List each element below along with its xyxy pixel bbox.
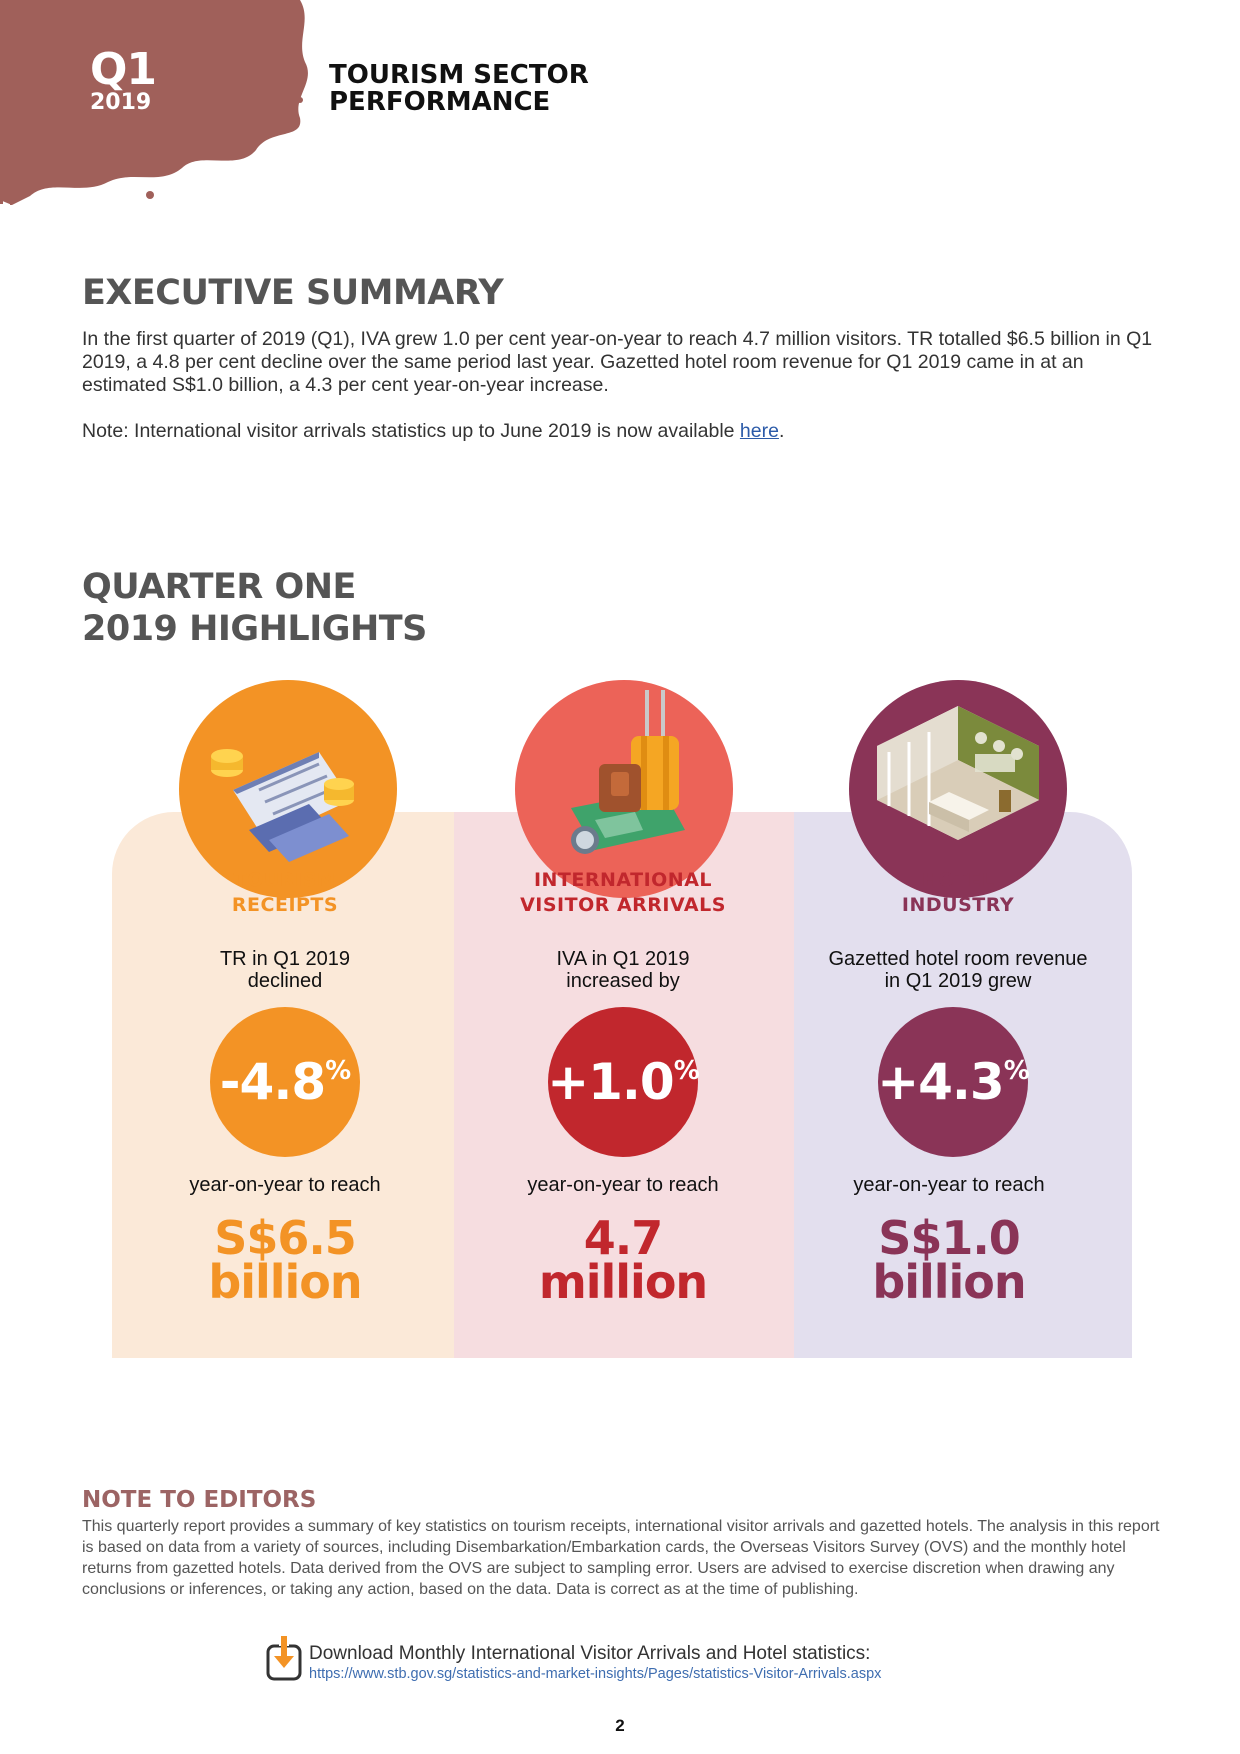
tourism-icon-circle xyxy=(179,680,397,898)
hotel-percent-circle: +4.3% xyxy=(877,1007,1030,1157)
executive-summary-body: In the first quarter of 2019 (Q1), IVA g… xyxy=(82,328,1153,396)
report-title: TOURISM SECTOR PERFORMANCE xyxy=(329,62,589,116)
tourism-title-line1: TOURISM xyxy=(233,869,337,891)
hotel-subtitle-line2: in Q1 2019 grew xyxy=(884,970,1032,992)
arrivals-icon-circle xyxy=(515,680,733,898)
hotel-title-line1: HOTEL xyxy=(921,869,995,891)
tourism-amount: S$6.5 billion xyxy=(116,1211,454,1309)
quarter-label: Q1 2019 xyxy=(90,44,157,115)
tourism-title: TOURISM RECEIPTS xyxy=(116,868,454,918)
paint-splash-decoration xyxy=(0,0,308,205)
hotel-percent-sign: % xyxy=(1003,1056,1030,1086)
tourism-title-line2: RECEIPTS xyxy=(231,894,339,916)
hotel-amount: S$1.0 billion xyxy=(780,1211,1118,1309)
hotel-title: HOTEL INDUSTRY xyxy=(789,868,1127,918)
arrivals-amount: 4.7 million xyxy=(454,1211,792,1309)
tourism-column: TOURISM RECEIPTS TR in Q1 2019 declined xyxy=(116,868,454,992)
note-to-editors-body: This quarterly report provides a summary… xyxy=(82,1518,1160,1598)
hotel-icon-circle xyxy=(849,680,1067,898)
arrivals-title: INTERNATIONAL VISITOR ARRIVALS xyxy=(454,868,792,918)
arrivals-title-line1: INTERNATIONAL xyxy=(533,869,713,891)
money-receipts-icon xyxy=(211,749,354,862)
quarter-text: Q1 xyxy=(90,44,157,95)
note-to-editors-heading: NOTE TO EDITORS xyxy=(82,1487,317,1513)
highlights-heading: QUARTER ONE 2019 HIGHLIGHTS xyxy=(82,566,427,650)
arrivals-subtitle-line2: increased by xyxy=(566,970,680,992)
note-end: . xyxy=(778,420,785,442)
note-text: Note: International visitor arrivals sta… xyxy=(82,420,740,442)
hotel-lobby-icon xyxy=(877,706,1039,840)
tourism-subtitle: TR in Q1 2019 declined xyxy=(116,948,454,992)
year-text: 2019 xyxy=(90,90,152,115)
arrivals-column: INTERNATIONAL VISITOR ARRIVALS IVA in Q1… xyxy=(454,868,792,992)
tourism-percent-circle: -4.8% xyxy=(210,1007,360,1157)
arrivals-title-line2: VISITOR ARRIVALS xyxy=(520,894,726,916)
hotel-amount-unit: billion xyxy=(872,1255,1026,1309)
report-title-line1: TOURISM SECTOR xyxy=(329,60,589,90)
tourism-percent-sign: % xyxy=(325,1056,351,1086)
luggage-map-icon xyxy=(571,690,685,854)
report-title-line2: PERFORMANCE xyxy=(329,87,551,117)
tourism-yoy-text: year-on-year to reach xyxy=(189,1174,381,1196)
arrivals-subtitle: IVA in Q1 2019 increased by xyxy=(454,948,792,992)
arrivals-percent-value: +1.0 xyxy=(547,1053,674,1111)
highlights-heading-line2: 2019 HIGHLIGHTS xyxy=(82,609,427,649)
hotel-amount-value: S$1.0 xyxy=(878,1211,1021,1265)
here-link[interactable]: here xyxy=(739,420,779,442)
hotel-title-line2: INDUSTRY xyxy=(901,894,1015,916)
highlights-heading-line1: QUARTER ONE xyxy=(82,567,356,607)
availability-note: Note: International visitor arrivals sta… xyxy=(82,420,784,443)
executive-summary-heading: EXECUTIVE SUMMARY xyxy=(82,273,504,313)
arrivals-percent-circle: +1.0% xyxy=(547,1007,700,1157)
arrivals-amount-value: 4.7 xyxy=(583,1211,664,1265)
tourism-subtitle-line2: declined xyxy=(247,970,323,992)
hotel-subtitle: Gazetted hotel room revenue in Q1 2019 g… xyxy=(789,948,1127,992)
download-link[interactable]: https://www.stb.gov.sg/statistics-and-ma… xyxy=(309,1666,882,1682)
arrivals-subtitle-line1: IVA in Q1 2019 xyxy=(556,948,690,970)
tourism-amount-unit: billion xyxy=(208,1255,362,1309)
hotel-percent-value: +4.3 xyxy=(877,1053,1004,1111)
tourism-percent-value: -4.8 xyxy=(219,1053,326,1111)
page-number: 2 xyxy=(615,1716,625,1735)
download-text: Download Monthly International Visitor A… xyxy=(309,1643,871,1664)
arrivals-yoy-text: year-on-year to reach xyxy=(527,1174,719,1196)
tourism-subtitle-line1: TR in Q1 2019 xyxy=(219,948,351,970)
hotel-subtitle-line1: Gazetted hotel room revenue xyxy=(828,948,1088,970)
hotel-column: HOTEL INDUSTRY Gazetted hotel room reven… xyxy=(789,868,1127,992)
download-icon xyxy=(266,1636,302,1681)
arrivals-percent-sign: % xyxy=(673,1056,700,1086)
arrivals-amount-unit: million xyxy=(538,1255,708,1309)
hotel-yoy-text: year-on-year to reach xyxy=(853,1174,1045,1196)
tourism-amount-value: S$6.5 xyxy=(214,1211,357,1265)
